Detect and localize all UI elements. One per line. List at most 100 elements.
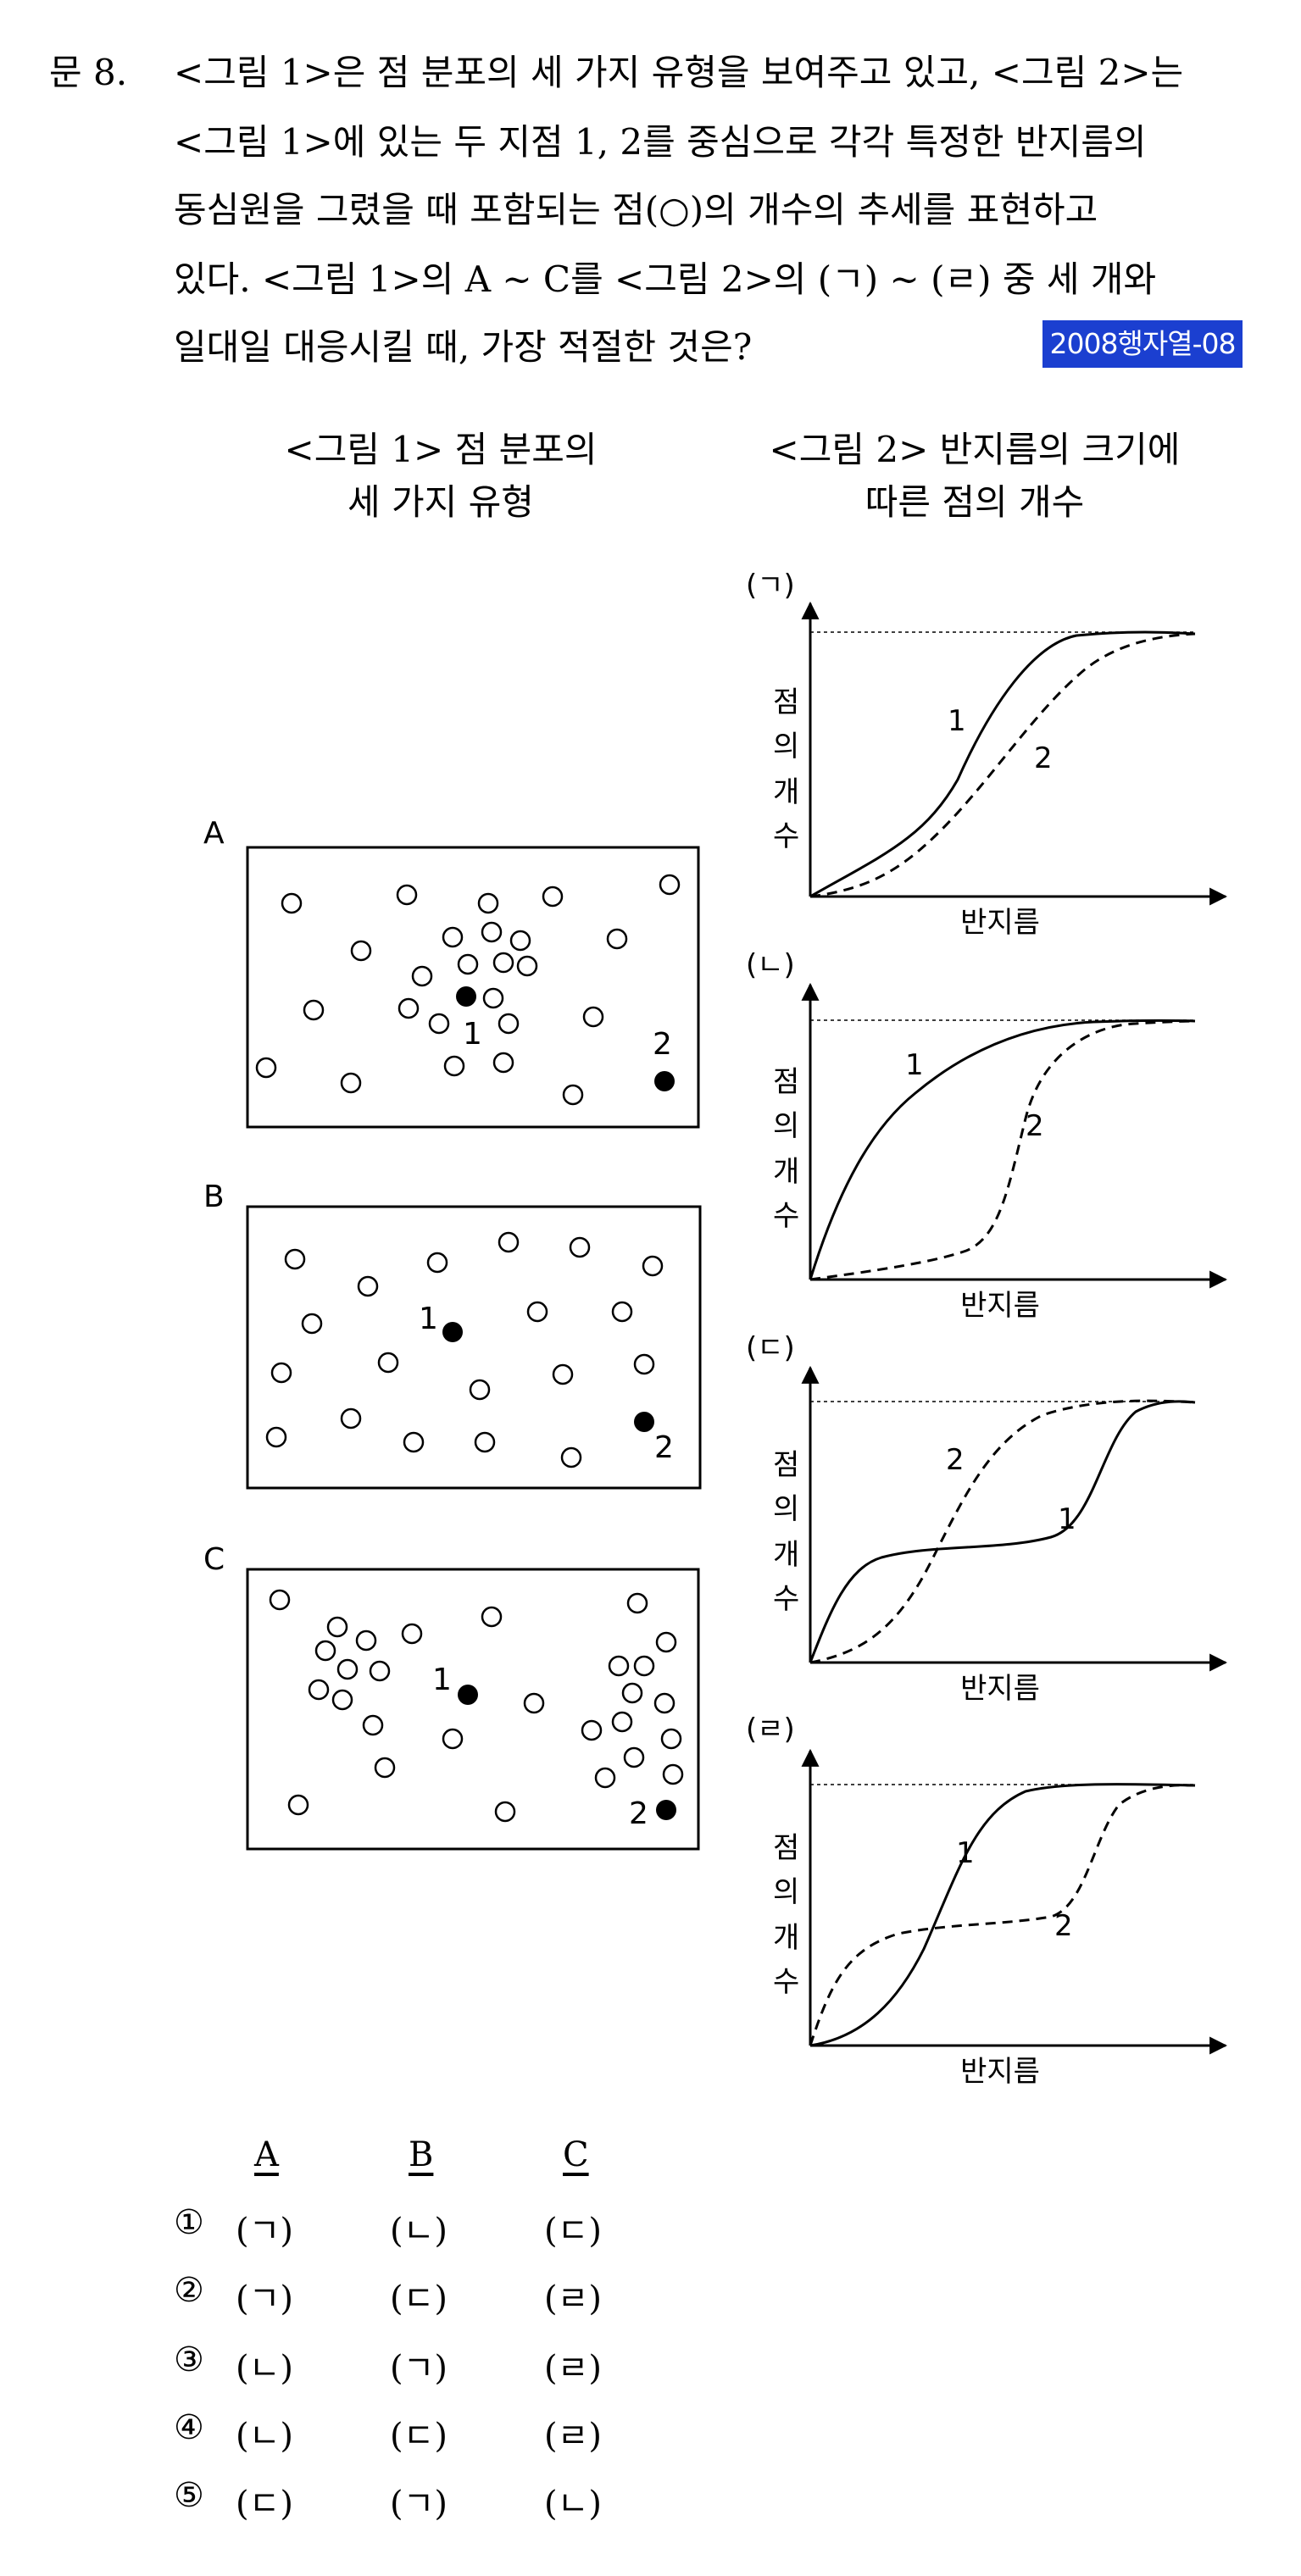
figure1-caption-line2: 세 가지 유형 [347,481,534,523]
graph-giyeok-ylabel-1: 점 [773,686,799,719]
answer-option-5-b: (ㄱ) [390,2484,448,2523]
graph-giyeok-label: (ㄱ) [746,569,795,602]
graph-digeut-xlabel: 반지름 [960,1672,1040,1706]
panel-c-point-1 [458,1685,478,1705]
answer-option-1-number: ① [174,2203,204,2242]
answer-option-5-number: ⑤ [174,2476,204,2515]
panel-c: C 1 2 [203,1542,700,1851]
answer-option-2-c: (ㄹ) [544,2279,603,2318]
graph-rieul-curve-1 [809,1783,1196,2047]
figure1-caption: <그림 1> 점 분포의 세 가지 유형 [220,424,661,529]
answer-header-a: A [254,2135,279,2174]
graph-nieun-curve-1 [809,1019,1196,1280]
graph-nieun-ylabel-1: 점 [773,1065,799,1099]
graph-giyeok-xlabel: 반지름 [960,906,1040,940]
panel-a-point-2-label: 2 [653,1027,672,1062]
figure1-caption-line1: <그림 1> 점 분포의 [284,429,598,470]
graph-rieul-ylabel-4: 수 [773,1965,799,1999]
figure2-caption: <그림 2> 반지름의 크기에 따른 점의 개수 [729,424,1220,529]
answer-option-4-b: (ㄷ) [390,2417,448,2456]
graph-digeut-curve-1-label: 1 [1058,1502,1076,1536]
answer-option-1-b: (ㄴ) [390,2212,448,2251]
graph-rieul-curve-2-label: 2 [1054,1909,1073,1943]
answer-option-3-a: (ㄴ) [236,2349,294,2388]
panel-a-frame [246,846,700,1129]
graph-digeut-curve-2 [809,1399,1196,1664]
answer-option-1-a: (ㄱ) [236,2212,294,2251]
graph-rieul-label: (ㄹ) [746,1713,795,1746]
panel-b-dots [265,1231,664,1468]
graph-giyeok: (ㄱ) 1 2 점 의 개 수 반지름 [746,569,1228,940]
graph-nieun-ylabel-4: 수 [773,1199,799,1233]
panel-b-point-2 [634,1412,654,1432]
panel-b: B 1 2 [203,1180,702,1490]
panel-b-point-1-label: 1 [419,1302,438,1336]
answer-option-2-a: (ㄱ) [236,2279,294,2318]
answer-option-5-a: (ㄷ) [236,2484,294,2523]
panel-b-label: B [203,1180,225,1214]
answer-option-2-b: (ㄷ) [390,2279,448,2318]
answer-option-1-c: (ㄷ) [544,2212,603,2251]
graph-rieul-ylabel-3: 개 [773,1921,799,1955]
panel-c-frame [246,1568,700,1851]
figures-canvas: A 1 2 B 1 [203,569,1228,2089]
panel-c-label: C [203,1542,225,1577]
source-tag: 2008행자열-08 [1042,320,1243,368]
graph-giyeok-curve-2 [809,632,1196,898]
graph-giyeok-ylabel-2: 의 [773,730,799,763]
graph-digeut-label: (ㄷ) [746,1331,795,1365]
panel-a: A 1 2 [203,816,700,1129]
graph-nieun: (ㄴ) 1 2 점 의 개 수 반지름 [746,948,1228,1323]
graph-nieun-curve-2 [809,1019,1196,1281]
question-text-line-5: 일대일 대응시킬 때, 가장 적절한 것은? [174,326,753,368]
question-text-line-4: 있다. <그림 1>의 A ~ C를 <그림 2>의 (ㄱ) ~ (ㄹ) 중 세… [174,258,1157,300]
panel-a-dots [255,874,681,1106]
graph-nieun-curve-2-label: 2 [1026,1109,1044,1143]
graph-digeut-ylabel-1: 점 [773,1448,799,1482]
panel-a-point-1-label: 1 [463,1017,482,1052]
panel-b-point-2-label: 2 [654,1430,674,1465]
graph-rieul: (ㄹ) 1 2 점 의 개 수 반지름 [746,1713,1228,2089]
answer-option-5-c: (ㄴ) [544,2484,603,2523]
question-text-line-3: 동심원을 그렸을 때 포함되는 점(○)의 개수의 추세를 표현하고 [174,189,1098,230]
answer-header-b: B [409,2135,434,2174]
panel-c-dots [269,1589,684,1823]
graph-giyeok-ylabel-3: 개 [773,775,799,809]
graph-rieul-ylabel-2: 의 [773,1875,799,1909]
panel-b-point-1 [442,1322,463,1342]
graph-digeut-curve-1 [809,1400,1196,1663]
graph-digeut-ylabel-2: 의 [773,1492,799,1526]
graph-nieun-xlabel: 반지름 [960,1289,1040,1323]
figure2-caption-line2: 따른 점의 개수 [865,481,1085,523]
graph-rieul-curve-2 [809,1784,1196,2046]
graph-nieun-ylabel-3: 개 [773,1155,799,1189]
panel-a-point-2 [654,1071,675,1091]
answer-option-4-a: (ㄴ) [236,2417,294,2456]
graph-digeut-curve-2-label: 2 [946,1443,965,1477]
graph-rieul-ylabel-1: 점 [773,1831,799,1865]
panel-a-label: A [203,816,225,851]
answer-option-2-number: ② [174,2271,204,2310]
graph-nieun-label: (ㄴ) [746,948,795,982]
panel-c-point-1-label: 1 [432,1663,452,1697]
answer-option-4-number: ④ [174,2408,204,2447]
graph-digeut-ylabel-4: 수 [773,1582,799,1616]
panel-a-point-1 [456,986,476,1007]
question-text-line-2: <그림 1>에 있는 두 지점 1, 2를 중심으로 각각 특정한 반지름의 [174,121,1147,163]
graph-nieun-ylabel-2: 의 [773,1109,799,1143]
answer-header-c: C [563,2135,589,2174]
answer-option-3-b: (ㄱ) [390,2349,448,2388]
question-number: 문 8. [49,52,128,93]
answer-option-3-c: (ㄹ) [544,2349,603,2388]
answer-option-3-number: ③ [174,2340,204,2379]
graph-giyeok-ylabel-4: 수 [773,819,799,853]
answer-option-4-c: (ㄹ) [544,2417,603,2456]
graph-giyeok-curve-2-label: 2 [1034,741,1053,775]
graph-nieun-curve-1-label: 1 [905,1048,924,1082]
panel-c-point-2-label: 2 [629,1796,648,1831]
panel-b-frame [246,1205,702,1490]
graph-giyeok-curve-1-label: 1 [948,704,966,738]
graph-rieul-curve-1-label: 1 [956,1836,975,1870]
graph-digeut-ylabel-3: 개 [773,1538,799,1572]
question-text-line-1: <그림 1>은 점 분포의 세 가지 유형을 보여주고 있고, <그림 2>는 [174,52,1184,93]
